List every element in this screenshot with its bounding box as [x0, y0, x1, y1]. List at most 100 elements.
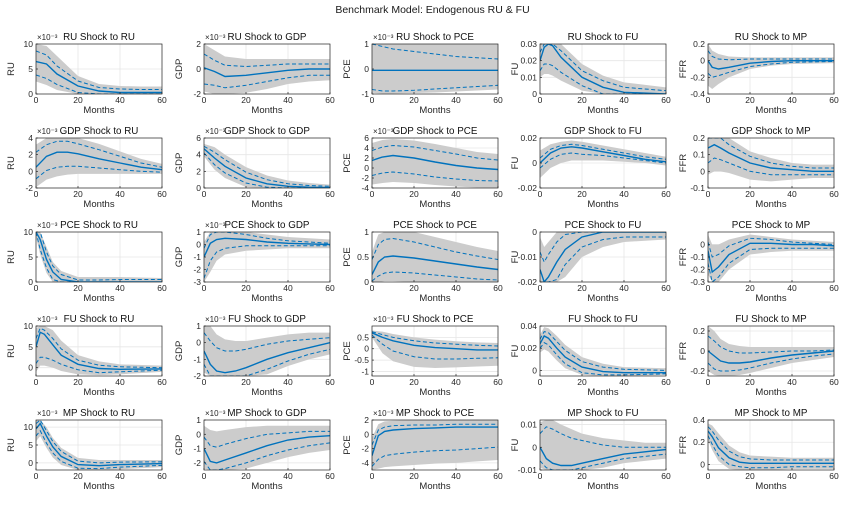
panel: 0 20 40 60 0 5 10 FU Shock to RU ×10⁻³ Months RU: [6, 314, 167, 398]
median-line: [540, 146, 666, 164]
y-tick-label: 0.5: [357, 332, 369, 342]
x-tick-label: 60: [493, 471, 503, 481]
upper-band-line: [372, 423, 498, 446]
y-axis-label: FU: [510, 63, 521, 76]
median-line: [708, 430, 834, 464]
x-axis-label: Months: [251, 105, 282, 116]
panel-title: MP Shock to GDP: [227, 408, 307, 419]
panel: 0 20 40 60 -0.4 -0.2 0 0.2 RU Shock to MP Months F…: [678, 32, 839, 116]
upper-band-line: [372, 144, 498, 161]
x-tick-label: 20: [241, 95, 251, 105]
axes-box: [371, 419, 499, 471]
shaded-band: [540, 420, 666, 470]
x-tick-label: 0: [706, 283, 711, 293]
x-tick-label: 20: [577, 471, 587, 481]
y-tick-label: -2: [193, 458, 201, 468]
lower-band-line: [204, 245, 330, 279]
y-axis-label: RU: [6, 62, 17, 76]
y-tick-label: -1: [193, 444, 201, 454]
upper-band-line: [36, 140, 162, 168]
x-axis-label: Months: [755, 293, 786, 304]
x-tick-label: 20: [745, 471, 755, 481]
y-axis-label: GDP: [174, 435, 185, 456]
median-line: [36, 422, 162, 467]
axes-box: [707, 43, 835, 95]
y-tick-label: 0: [364, 344, 369, 354]
shaded-band: [708, 234, 834, 282]
lower-band-line: [708, 247, 834, 282]
y-tick-label: 5: [28, 342, 33, 352]
x-axis-label: Months: [83, 481, 114, 492]
y-tick-label: 0.03: [520, 39, 537, 49]
y-tick-label: 2: [364, 153, 369, 163]
y-tick-label: -4: [361, 183, 369, 193]
y-tick-label: 4: [364, 143, 369, 153]
lower-band-line: [708, 435, 834, 469]
x-tick-label: 40: [619, 95, 629, 105]
y-tick-label: 0.04: [520, 321, 537, 331]
x-tick-label: 60: [493, 95, 503, 105]
shaded-band: [372, 44, 498, 94]
x-tick-label: 20: [745, 95, 755, 105]
panel-title: RU Shock to MP: [735, 32, 808, 43]
panel-title: GDP Shock to FU: [564, 126, 642, 137]
lower-band-line: [372, 84, 498, 92]
x-axis-label: Months: [755, 481, 786, 492]
y-axis-label: RU: [6, 250, 17, 264]
y-tick-label: 0: [28, 458, 33, 468]
x-tick-label: 60: [493, 189, 503, 199]
median-line: [372, 154, 498, 171]
shaded-band: [204, 143, 330, 188]
x-axis-label: Months: [587, 481, 618, 492]
x-tick-label: 0: [706, 189, 711, 199]
x-tick-label: 0: [706, 471, 711, 481]
x-tick-label: 40: [787, 471, 797, 481]
upper-band-line: [204, 430, 330, 448]
panel: 0 20 40 60 0 5 10 MP Shock to RU ×10⁻³ Months RU: [6, 408, 167, 492]
x-tick-label: 60: [325, 377, 335, 387]
shaded-band: [540, 140, 666, 178]
axes-box: [707, 419, 835, 471]
y-axis-label: GDP: [174, 59, 185, 80]
y-axis-label: FFR: [678, 436, 689, 455]
lower-band-line: [540, 342, 666, 376]
x-tick-label: 40: [115, 377, 125, 387]
x-tick-label: 60: [157, 377, 167, 387]
y-tick-label: 0: [196, 240, 201, 250]
y-axis-label: GDP: [174, 341, 185, 362]
y-tick-label: 0.02: [520, 56, 537, 66]
x-tick-label: 60: [661, 95, 671, 105]
panel: 0 20 40 60 0 2 4 6 GDP Shock to GDP×10⁻³ Months GD…: [174, 126, 335, 210]
y-tick-label: 0: [532, 442, 537, 452]
y-tick-label: 0: [196, 183, 201, 193]
x-tick-label: 0: [202, 471, 207, 481]
x-tick-label: 20: [73, 283, 83, 293]
lower-band-line: [204, 442, 330, 470]
lower-band-line: [540, 63, 666, 94]
x-axis-label: Months: [83, 293, 114, 304]
panel-title: MP Shock to PCE: [396, 408, 475, 419]
median-line: [540, 335, 666, 374]
y-tick-label: 2: [196, 166, 201, 176]
upper-band-line: [204, 53, 330, 68]
y-tick-label: 0: [532, 365, 537, 375]
y-tick-label: 0.01: [520, 72, 537, 82]
x-tick-label: 60: [661, 189, 671, 199]
x-axis-label: Months: [419, 199, 450, 210]
x-axis-label: Months: [251, 481, 282, 492]
x-axis-label: Months: [587, 105, 618, 116]
y-axis-label: GDP: [174, 247, 185, 268]
median-line: [540, 44, 666, 94]
axis-multiplier: ×10⁻³: [205, 127, 226, 136]
median-line: [204, 435, 330, 464]
x-tick-label: 20: [409, 189, 419, 199]
y-tick-label: -0.1: [690, 252, 705, 262]
x-axis-label: Months: [83, 105, 114, 116]
shaded-band: [36, 138, 162, 188]
y-tick-label: -1: [193, 252, 201, 262]
y-tick-label: 1: [196, 415, 201, 425]
y-tick-label: 2: [364, 415, 369, 425]
